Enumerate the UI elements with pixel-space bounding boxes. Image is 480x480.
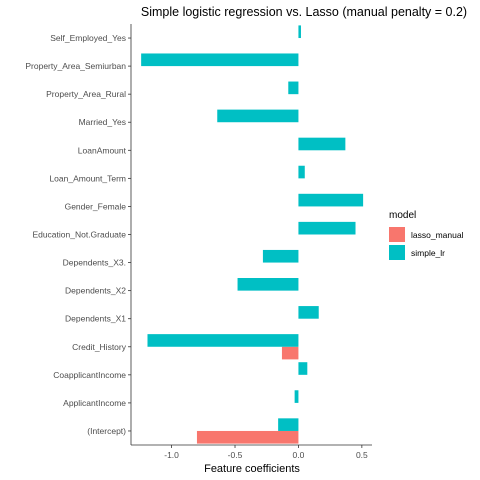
bar-simple_lr (294, 390, 299, 403)
x-tick-label: -0.5 (228, 450, 243, 460)
y-tick-label: ApplicantIncome (63, 398, 126, 408)
y-tick-label: Property_Area_Rural (46, 89, 126, 99)
bar-simple_lr (298, 165, 305, 179)
x-axis-title: Feature coefficients (204, 463, 300, 475)
bar-simple_lr (288, 81, 299, 95)
bar-simple_lr (298, 306, 319, 319)
y-tick-label: CoapplicantIncome (53, 370, 126, 380)
y-tick-label: Gender_Female (65, 201, 127, 211)
bar-simple_lr (298, 137, 346, 151)
y-tick-label: Dependents_X1 (65, 314, 126, 324)
bar-simple_lr (262, 249, 299, 263)
legend: model lasso_manual simple_lr (389, 210, 464, 260)
y-tick-label: Education_Not.Graduate (32, 230, 126, 240)
bar-simple_lr (298, 193, 364, 207)
y-tick-label: Dependents_X2 (65, 286, 126, 296)
x-axis: -1.0 -0.5 0.0 0.5 (131, 444, 372, 460)
bar-simple_lr (217, 109, 299, 123)
y-tick-label: Dependents_X3. (63, 258, 126, 268)
bar-simple_lr (147, 334, 299, 347)
y-tick-label: (Intercept) (87, 426, 126, 436)
y-tick-label: LoanAmount (78, 145, 127, 155)
bar-simple_lr (298, 221, 356, 235)
bar-lasso_manual (196, 430, 299, 444)
bar-simple_lr (298, 25, 301, 39)
bar-simple_lr (141, 53, 299, 67)
legend-label-simple_lr: simple_lr (411, 248, 445, 258)
y-axis: Self_Employed_Yes Property_Area_Semiurban… (25, 24, 132, 445)
bar-lasso_manual (281, 346, 299, 360)
x-tick-label: 0.0 (293, 450, 305, 460)
x-tick-label: 0.5 (356, 450, 368, 460)
x-tick-label: -1.0 (164, 450, 179, 460)
legend-title: model (389, 210, 416, 221)
legend-label-lasso_manual: lasso_manual (411, 230, 464, 240)
legend-key-simple_lr (389, 245, 405, 260)
bar-simple_lr (278, 418, 299, 431)
y-tick-label: Loan_Amount_Term (49, 173, 126, 183)
bars-group (141, 25, 364, 444)
bar-simple_lr (237, 278, 299, 291)
legend-key-lasso_manual (389, 227, 405, 242)
y-tick-label: Credit_History (72, 342, 127, 352)
y-tick-label: Married_Yes (79, 117, 126, 127)
chart-title: Simple logistic regression vs. Lasso (ma… (141, 5, 467, 19)
y-tick-label: Self_Employed_Yes (50, 33, 126, 43)
bar-simple_lr (298, 362, 308, 375)
y-tick-label: Property_Area_Semiurban (25, 61, 126, 71)
